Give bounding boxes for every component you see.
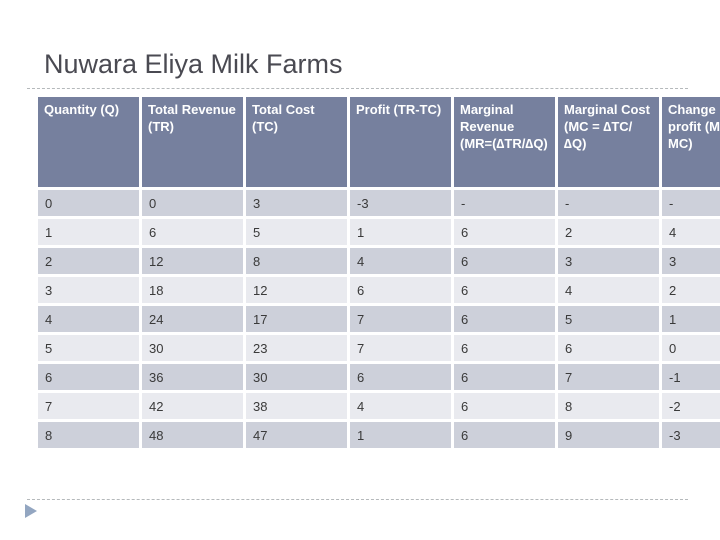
table-cell: - <box>558 190 659 216</box>
table-cell: 3 <box>558 248 659 274</box>
table-cell: 3 <box>662 248 720 274</box>
table-cell: -3 <box>350 190 451 216</box>
table-cell: - <box>454 190 555 216</box>
table-cell: 0 <box>662 335 720 361</box>
table-header-row: Quantity (Q) Total Revenue (TR) Total Cost… <box>38 97 720 187</box>
table-cell: 8 <box>38 422 139 448</box>
table-cell: 7 <box>38 393 139 419</box>
table-row: 2 12 8 4 6 3 3 <box>38 248 720 274</box>
table-cell: -3 <box>662 422 720 448</box>
table-cell: 4 <box>350 248 451 274</box>
table-cell: 6 <box>454 248 555 274</box>
table-cell: 47 <box>246 422 347 448</box>
table-cell: 23 <box>246 335 347 361</box>
table-row: 4 24 17 7 6 5 1 <box>38 306 720 332</box>
table-cell: 7 <box>558 364 659 390</box>
table-cell: 2 <box>38 248 139 274</box>
table-row: 7 42 38 4 6 8 -2 <box>38 393 720 419</box>
table-cell: 6 <box>454 393 555 419</box>
table-cell: 6 <box>454 335 555 361</box>
table-cell: 5 <box>558 306 659 332</box>
table-cell: 6 <box>350 364 451 390</box>
table-row: 8 48 47 1 6 9 -3 <box>38 422 720 448</box>
table-cell: 1 <box>38 219 139 245</box>
milk-farms-table: Quantity (Q) Total Revenue (TR) Total Cost… <box>35 94 720 451</box>
table-cell: 9 <box>558 422 659 448</box>
table-cell: 7 <box>350 335 451 361</box>
table-cell: 12 <box>142 248 243 274</box>
table-cell: 24 <box>142 306 243 332</box>
table-row: 5 30 23 7 6 6 0 <box>38 335 720 361</box>
table-cell: 6 <box>350 277 451 303</box>
table-cell: 3 <box>38 277 139 303</box>
table-cell: 6 <box>38 364 139 390</box>
table-cell: 6 <box>454 364 555 390</box>
column-header: Marginal Cost (MC = ∆TC/∆Q) <box>558 97 659 187</box>
table-cell: 2 <box>662 277 720 303</box>
table-cell: 1 <box>662 306 720 332</box>
table-cell: 6 <box>454 422 555 448</box>
table-cell: 2 <box>558 219 659 245</box>
table-cell: 4 <box>38 306 139 332</box>
table-cell: 18 <box>142 277 243 303</box>
table-cell: - <box>662 190 720 216</box>
page-title: Nuwara Eliya Milk Farms <box>44 49 343 79</box>
table-cell: -1 <box>662 364 720 390</box>
footer-divider <box>27 499 688 500</box>
table-cell: 1 <box>350 219 451 245</box>
table-cell: 8 <box>558 393 659 419</box>
table-cell: 6 <box>454 306 555 332</box>
table-cell: 8 <box>246 248 347 274</box>
column-header: Change in profit (MR-MC) <box>662 97 720 187</box>
table-header: Quantity (Q) Total Revenue (TR) Total Cost… <box>38 97 720 187</box>
table-row: 3 18 12 6 6 4 2 <box>38 277 720 303</box>
table-cell: -2 <box>662 393 720 419</box>
table-cell: 36 <box>142 364 243 390</box>
table-body: 0 0 3 -3- - -1 6 5 1 6 2 4 2 12 8 4 6 3 3 3 18 12 6 6 4 2 4 24 17 7 6 5… <box>38 190 720 448</box>
table-cell: 1 <box>350 422 451 448</box>
table-cell: 0 <box>142 190 243 216</box>
table-cell: 6 <box>454 277 555 303</box>
table-cell: 3 <box>246 190 347 216</box>
column-header: Total Revenue (TR) <box>142 97 243 187</box>
table-row: 6 36 30 6 6 7 -1 <box>38 364 720 390</box>
table-row: 0 0 3 -3- - - <box>38 190 720 216</box>
table-cell: 5 <box>38 335 139 361</box>
column-header: Quantity (Q) <box>38 97 139 187</box>
table-cell: 38 <box>246 393 347 419</box>
next-slide-arrow-icon <box>25 504 37 518</box>
table-cell: 6 <box>454 219 555 245</box>
table-cell: 17 <box>246 306 347 332</box>
column-header: Profit (TR-TC) <box>350 97 451 187</box>
table-cell: 42 <box>142 393 243 419</box>
table-cell: 4 <box>558 277 659 303</box>
table-cell: 48 <box>142 422 243 448</box>
table-cell: 5 <box>246 219 347 245</box>
column-header: Marginal Revenue (MR=(∆TR/∆Q) <box>454 97 555 187</box>
table-cell: 0 <box>38 190 139 216</box>
table-cell: 6 <box>142 219 243 245</box>
table-cell: 7 <box>350 306 451 332</box>
table-cell: 4 <box>662 219 720 245</box>
title-divider <box>27 88 688 89</box>
table-cell: 30 <box>246 364 347 390</box>
column-header: Total Cost (TC) <box>246 97 347 187</box>
table-cell: 30 <box>142 335 243 361</box>
table-cell: 6 <box>558 335 659 361</box>
table-cell: 4 <box>350 393 451 419</box>
table-cell: 12 <box>246 277 347 303</box>
